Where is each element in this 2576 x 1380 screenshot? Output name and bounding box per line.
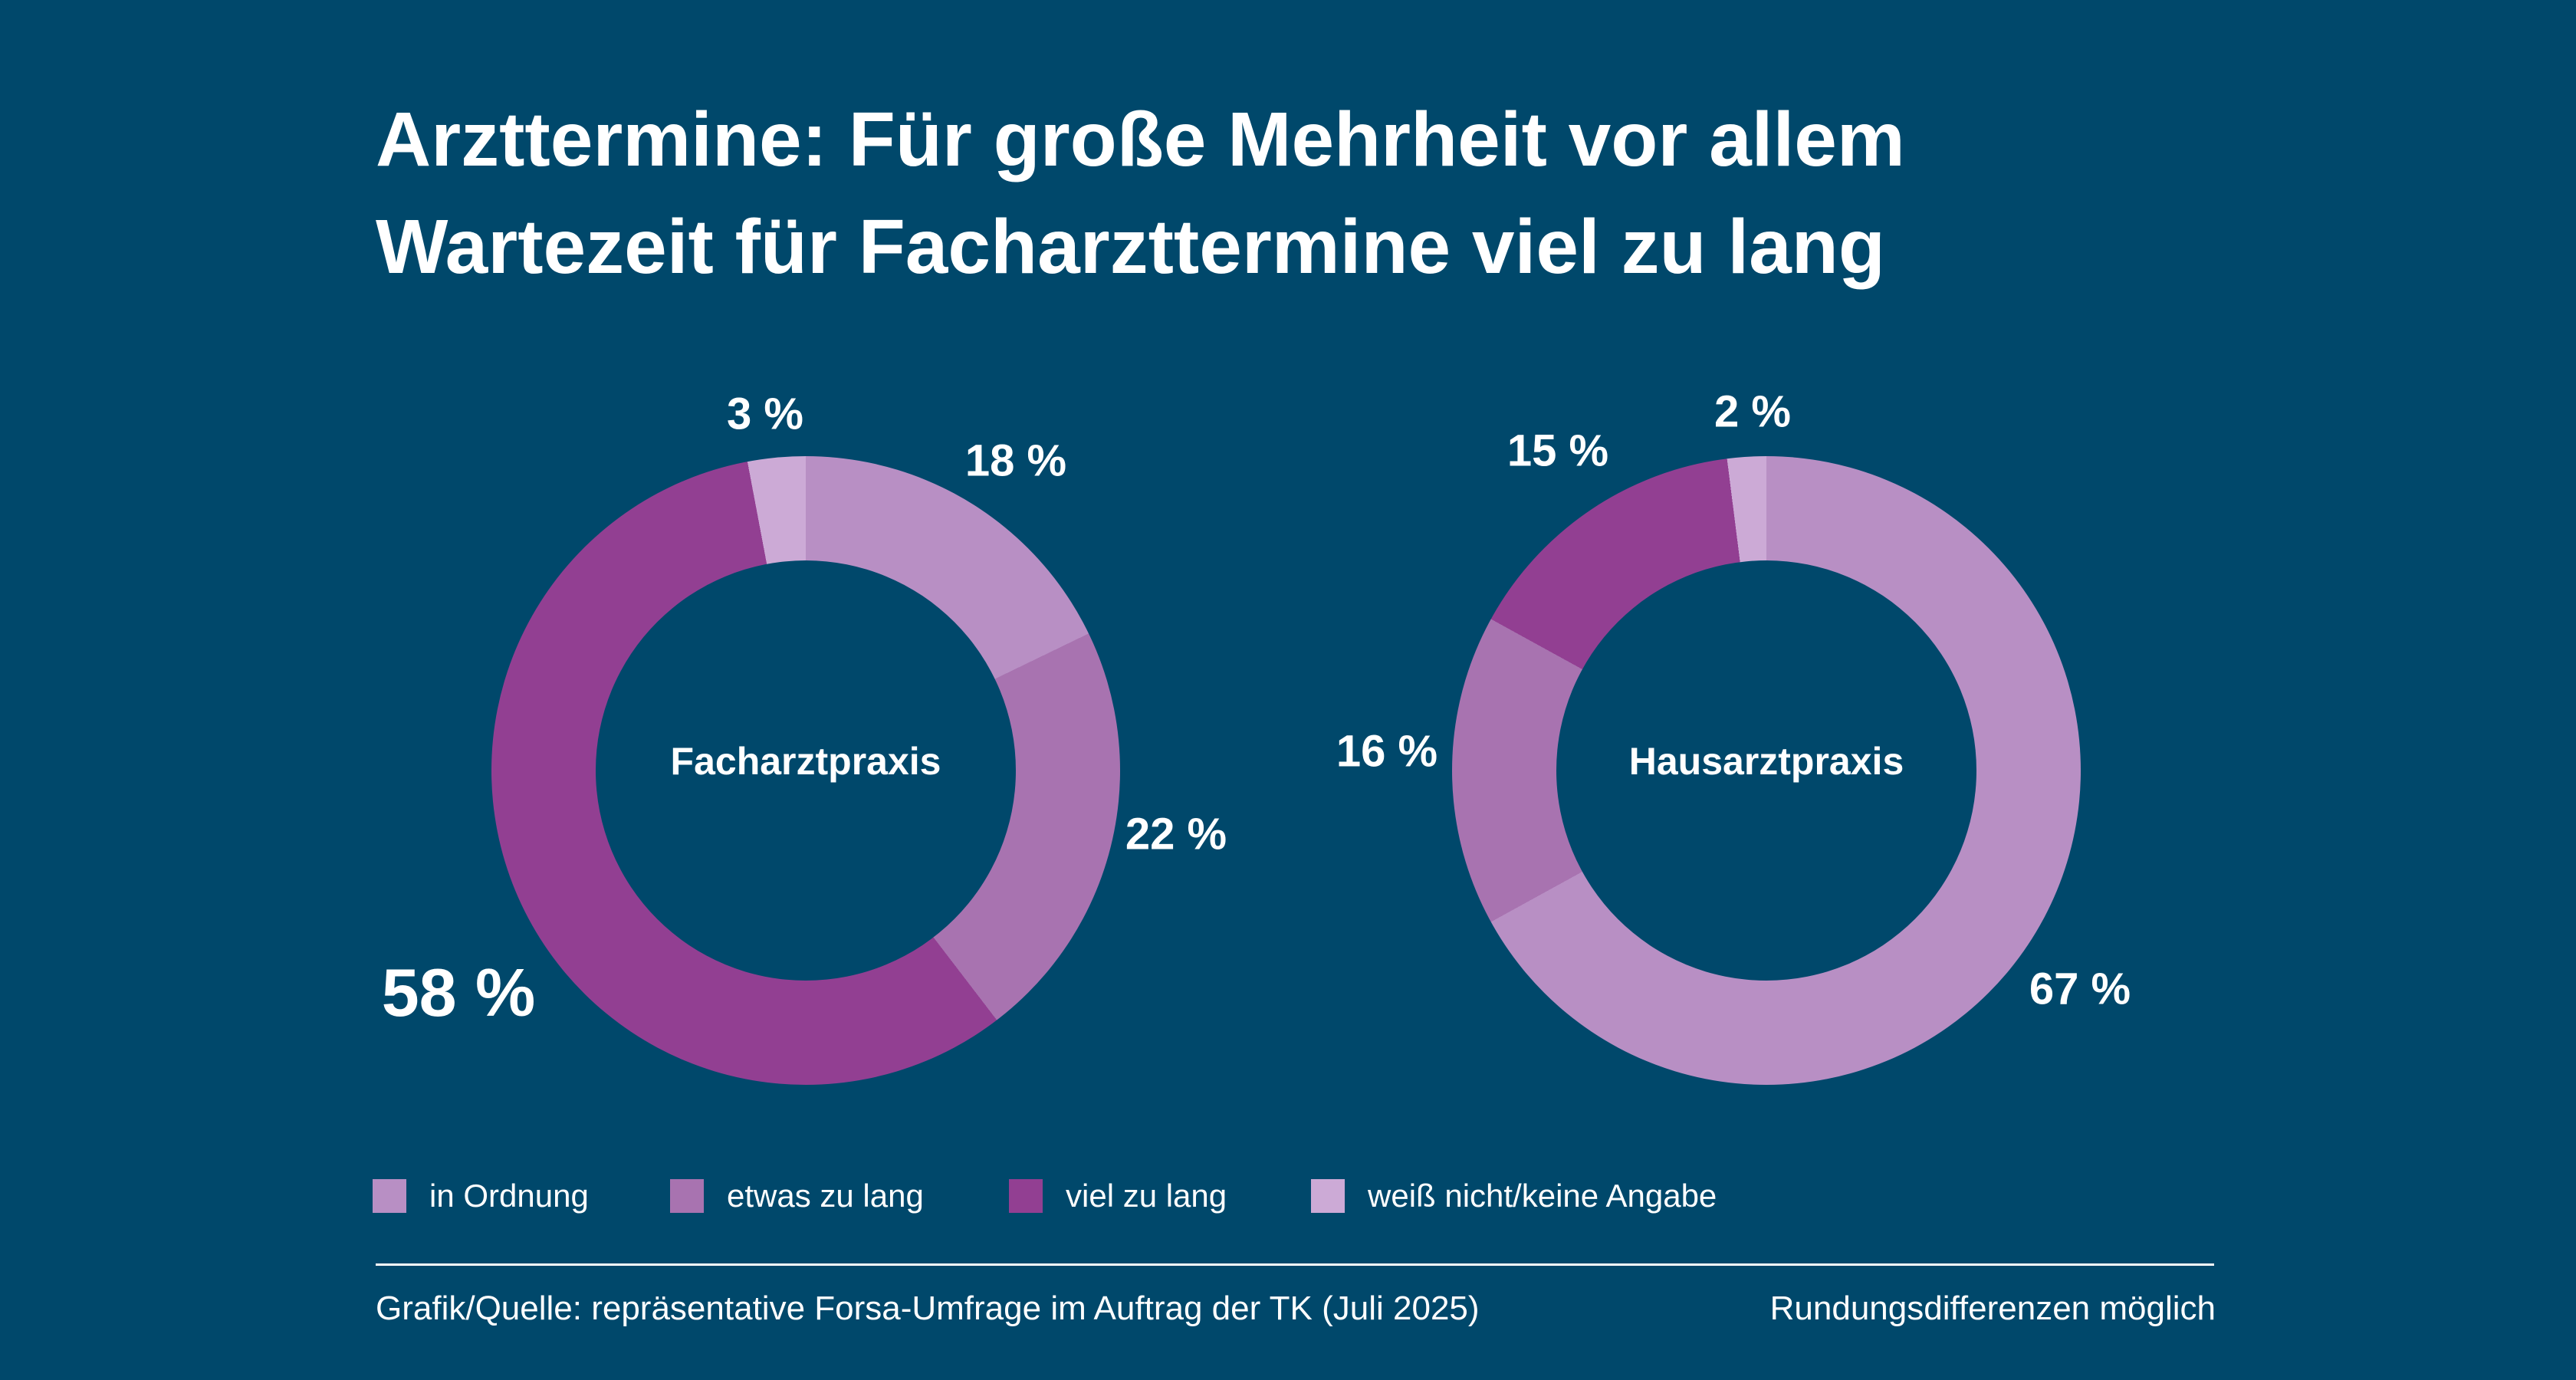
legend-label-in-ordnung: in Ordnung [429, 1178, 589, 1214]
legend-item-weiss-nicht: weiß nicht/keine Angabe [1311, 1178, 1717, 1214]
segment-label-hausarzt-etwas-zu-lang: 16 % [1336, 726, 1438, 777]
page-title-line1: Arzttermine: Für große Mehrheit vor alle… [376, 97, 1905, 182]
donut-chart-hausarztpraxis: Hausarztpraxis [1452, 456, 2081, 1085]
legend-item-viel-zu-lang: viel zu lang [1009, 1178, 1227, 1214]
segment-label-hausarzt-weiss-nicht: 2 % [1714, 386, 1791, 437]
donut-center-label-facharztpraxis: Facharztpraxis [670, 740, 941, 783]
legend-item-etwas-zu-lang: etwas zu lang [670, 1178, 924, 1214]
footer-divider [376, 1263, 2214, 1266]
rounding-note: Rundungsdifferenzen möglich [1769, 1290, 2216, 1327]
source-credit: Grafik/Quelle: repräsentative Forsa-Umfr… [376, 1290, 1480, 1327]
legend-item-in-ordnung: in Ordnung [373, 1178, 589, 1214]
legend-swatch-viel-zu-lang [1009, 1179, 1043, 1213]
legend-label-etwas-zu-lang: etwas zu lang [727, 1178, 924, 1214]
segment-label-facharzt-in-ordnung: 18 % [964, 435, 1067, 486]
segment-label-facharzt-etwas-zu-lang: 22 % [1125, 809, 1227, 859]
chart-legend: in Ordnung etwas zu lang viel zu lang we… [373, 1178, 2289, 1214]
page-title-line2: Wartezeit für Facharzttermine viel zu la… [376, 204, 1885, 290]
legend-swatch-etwas-zu-lang [670, 1179, 704, 1213]
segment-label-hausarzt-in-ordnung: 67 % [2029, 964, 2131, 1014]
donut-center-label-hausarztpraxis: Hausarztpraxis [1628, 740, 1904, 783]
legend-label-weiss-nicht: weiß nicht/keine Angabe [1368, 1178, 1717, 1214]
legend-swatch-weiss-nicht [1311, 1179, 1345, 1213]
donut-chart-facharztpraxis: Facharztpraxis [491, 456, 1120, 1085]
segment-label-facharzt-viel-zu-lang: 58 % [381, 955, 536, 1030]
page-title: Arzttermine: Für große Mehrheit vor alle… [376, 86, 1905, 301]
legend-label-viel-zu-lang: viel zu lang [1066, 1178, 1227, 1214]
segment-label-facharzt-weiss-nicht: 3 % [727, 389, 803, 439]
legend-swatch-in-ordnung [373, 1179, 406, 1213]
segment-label-hausarzt-viel-zu-lang: 15 % [1506, 426, 1609, 476]
